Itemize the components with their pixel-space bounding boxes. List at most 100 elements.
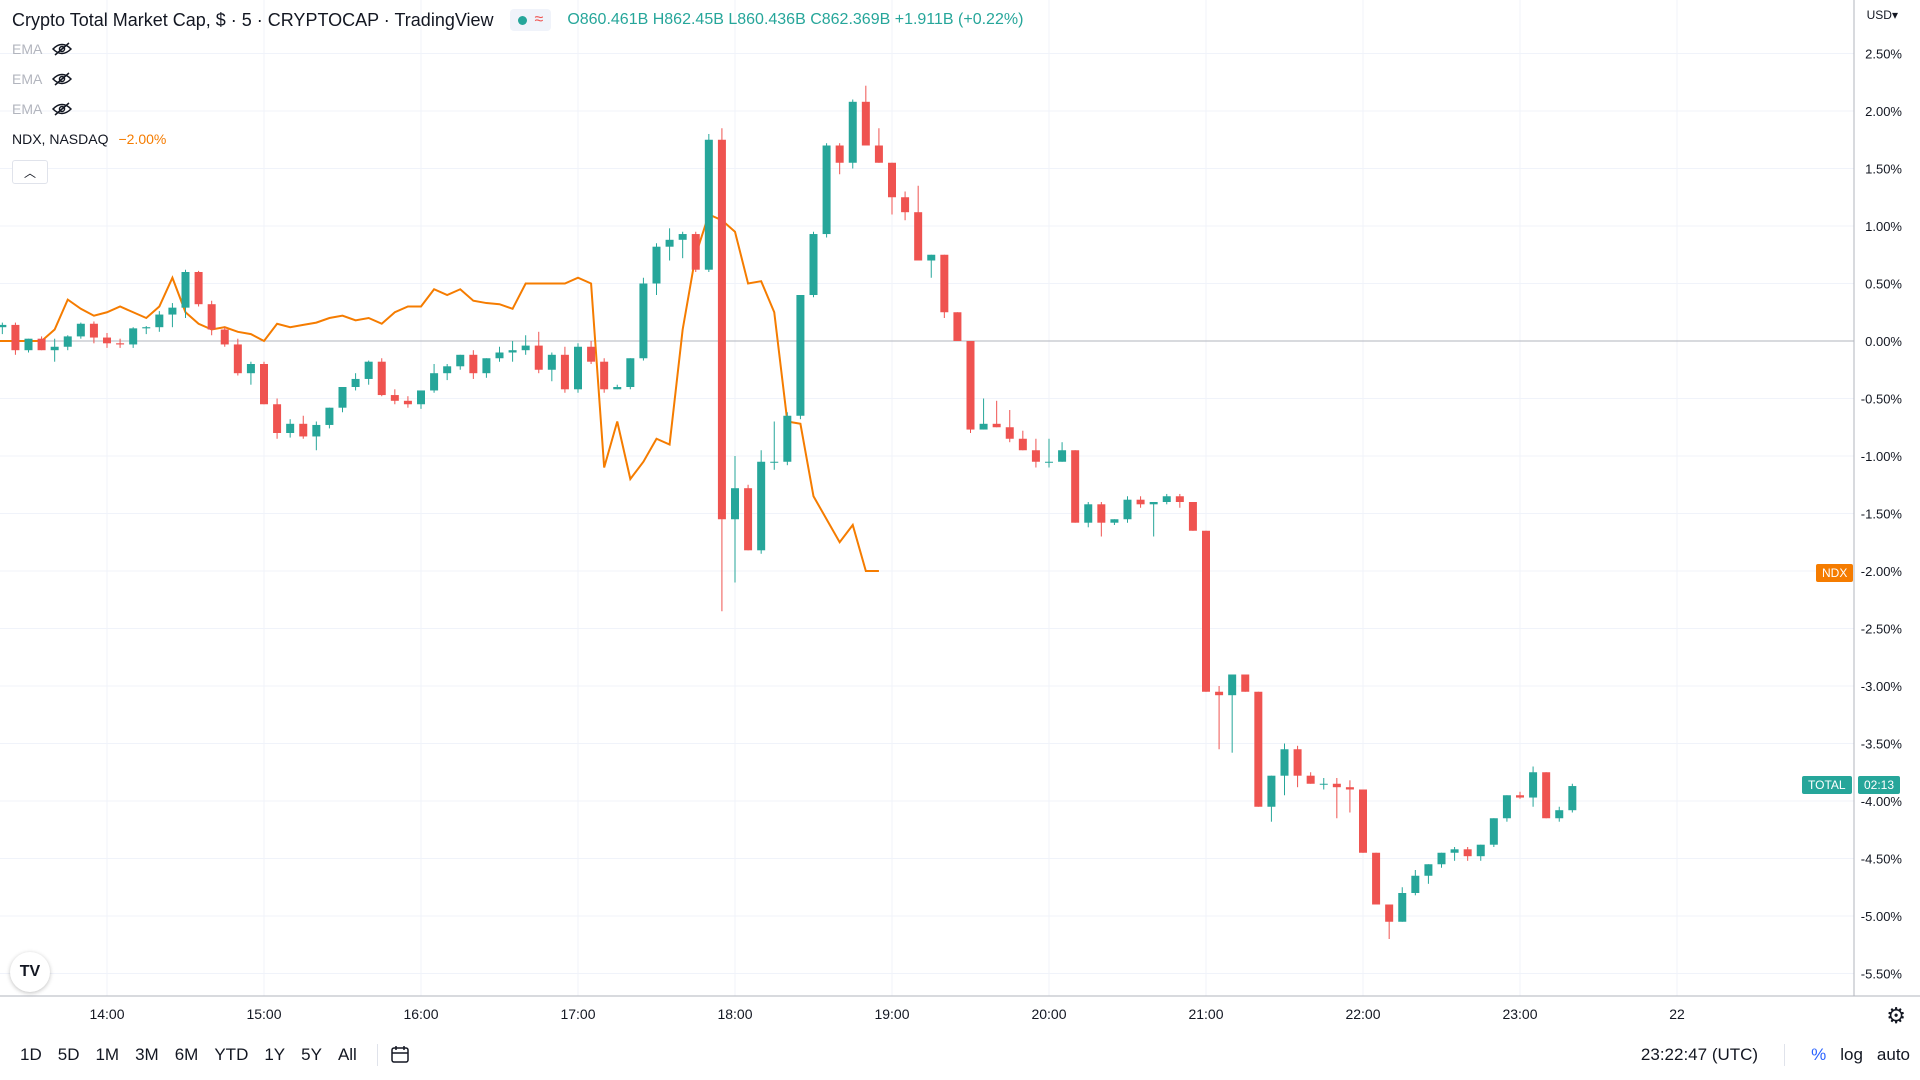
candle-body xyxy=(914,212,923,261)
market-status[interactable]: ≈ xyxy=(509,9,552,31)
candle-body xyxy=(338,387,347,408)
chart-settings-gear-icon[interactable]: ⚙ xyxy=(1886,1003,1906,1028)
candle xyxy=(927,254,936,278)
candle xyxy=(1424,864,1433,884)
candle xyxy=(1215,686,1224,750)
candle-body xyxy=(1319,783,1328,785)
candle-body xyxy=(364,361,373,379)
range-all-button[interactable]: All xyxy=(337,1045,357,1064)
candle xyxy=(600,358,609,393)
candle-body xyxy=(246,364,255,374)
x-tick-label: 20:00 xyxy=(1031,1006,1066,1022)
candle-body xyxy=(377,361,386,396)
candle xyxy=(456,354,465,370)
eye-hidden-icon[interactable] xyxy=(52,72,73,86)
currency-selector[interactable]: USD▾ xyxy=(1867,8,1898,22)
candle-body xyxy=(1005,427,1014,439)
y-tick-label: -2.00% xyxy=(1861,564,1903,579)
toolbar-divider xyxy=(1784,1044,1786,1066)
range-1m-button[interactable]: 1M xyxy=(95,1045,120,1064)
candle xyxy=(835,143,844,175)
percent-scale-toggle[interactable]: % xyxy=(1811,1045,1827,1064)
indicator-ema-1[interactable]: EMA xyxy=(12,41,73,57)
candle xyxy=(1228,674,1237,753)
candle-body xyxy=(482,358,491,374)
candle-body xyxy=(11,324,20,351)
candle xyxy=(260,361,268,405)
candle-body xyxy=(1097,504,1106,523)
candle xyxy=(992,400,1001,428)
candle-body xyxy=(430,373,439,391)
candle xyxy=(665,228,674,261)
candle-body xyxy=(534,345,543,370)
candle xyxy=(11,322,20,355)
candle xyxy=(547,352,556,382)
tradingview-logo-icon[interactable]: TV xyxy=(10,952,50,992)
chart-title: Crypto Total Market Cap, $ · 5 · CRYPTOC… xyxy=(12,9,494,30)
candle-body xyxy=(626,358,635,387)
candle xyxy=(757,450,766,554)
candle xyxy=(1463,847,1472,861)
eye-hidden-icon[interactable] xyxy=(52,42,73,56)
log-scale-toggle[interactable]: log xyxy=(1840,1045,1863,1064)
candle xyxy=(1084,502,1093,528)
y-tick-label: 2.00% xyxy=(1865,104,1902,119)
collapse-legend-button[interactable]: ︿ xyxy=(12,160,48,184)
candle-body xyxy=(1450,849,1459,853)
calendar-goto-icon[interactable] xyxy=(390,1045,412,1065)
indicator-label: EMA xyxy=(12,71,43,87)
range-6m-button[interactable]: 6M xyxy=(174,1045,199,1064)
indicator-ema-2[interactable]: EMA xyxy=(12,71,73,87)
candle-body xyxy=(1476,844,1485,857)
candle xyxy=(717,128,726,612)
utc-clock[interactable]: 23:22:47 (UTC) xyxy=(1640,1045,1759,1064)
range-5y-button[interactable]: 5Y xyxy=(301,1045,322,1064)
bottom-toolbar: 1D 5D 1M 3M 6M YTD 1Y 5Y All 23:22:47 (U… xyxy=(0,1030,1920,1080)
time-axis[interactable]: 3:0014:0015:0016:0017:0018:0019:0020:002… xyxy=(0,1006,1685,1022)
candle xyxy=(1319,778,1328,790)
market-open-dot-icon xyxy=(517,15,527,25)
y-tick-label: -0.50% xyxy=(1861,392,1903,407)
range-3m-button[interactable]: 3M xyxy=(135,1045,159,1064)
candle xyxy=(691,231,700,272)
indicator-ema-3[interactable]: EMA xyxy=(12,101,73,117)
y-tick-label: -2.50% xyxy=(1861,622,1903,637)
range-1y-button[interactable]: 1Y xyxy=(264,1045,286,1064)
price-chart[interactable]: 2.50% 2.00% 1.50% 1.00% 0.50% 0.00% -0.50% -1.0… xyxy=(0,0,1920,1030)
indicator-label: EMA xyxy=(12,101,43,117)
candle-body xyxy=(273,404,282,433)
compare-symbol-ndx[interactable]: NDX, NASDAQ −2.00% xyxy=(12,131,166,147)
candle xyxy=(521,335,530,355)
candle-body xyxy=(233,344,242,374)
candle-body xyxy=(37,338,46,351)
date-range-buttons: 1D 5D 1M 3M 6M YTD 1Y 5Y All xyxy=(12,1044,412,1066)
chart-grid xyxy=(0,0,1854,996)
range-ytd-button[interactable]: YTD xyxy=(214,1045,249,1064)
auto-scale-toggle[interactable]: auto xyxy=(1876,1045,1910,1064)
y-tick-label: -4.50% xyxy=(1861,852,1903,867)
ohlc-close: C862.369B xyxy=(810,11,891,28)
candle-body xyxy=(129,328,138,345)
candle xyxy=(116,338,125,348)
candle-body xyxy=(1280,749,1289,776)
y-tick-label: 1.50% xyxy=(1865,162,1902,177)
candle xyxy=(142,326,151,335)
candle-body xyxy=(181,272,190,308)
range-5d-button[interactable]: 5D xyxy=(57,1045,80,1064)
eye-hidden-icon[interactable] xyxy=(52,102,73,116)
candle-body xyxy=(1502,795,1511,819)
candle-body xyxy=(822,145,831,235)
candle xyxy=(613,384,622,390)
candle-body xyxy=(1293,749,1302,776)
candle xyxy=(194,270,203,307)
candle xyxy=(626,358,635,390)
candle-body xyxy=(665,239,674,247)
candle-body xyxy=(691,234,700,270)
range-1d-button[interactable]: 1D xyxy=(20,1045,42,1064)
candle-body xyxy=(1516,795,1524,798)
candle xyxy=(286,419,295,438)
candle xyxy=(443,364,452,381)
price-axis[interactable]: 2.50% 2.00% 1.50% 1.00% 0.50% 0.00% -0.50% -1.0… xyxy=(1861,47,1903,982)
currency-label: USD xyxy=(1866,8,1892,22)
candle-body xyxy=(312,424,321,437)
